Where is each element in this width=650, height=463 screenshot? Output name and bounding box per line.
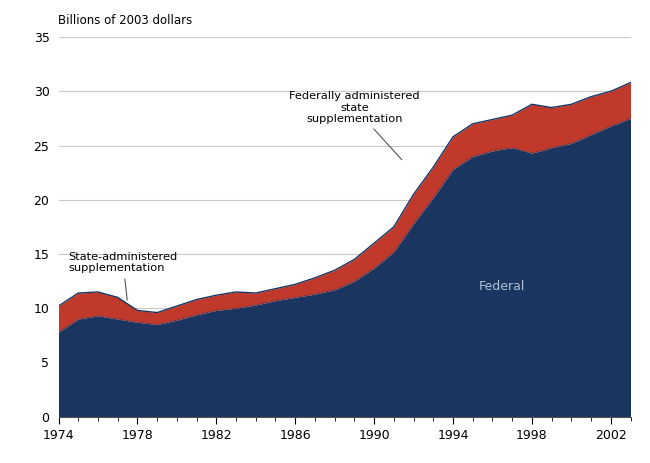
Text: Federal: Federal [479, 280, 525, 293]
Text: State-administered
supplementation: State-administered supplementation [68, 252, 177, 300]
Text: Billions of 2003 dollars: Billions of 2003 dollars [58, 14, 193, 27]
Text: Federally administered
state
supplementation: Federally administered state supplementa… [289, 91, 420, 160]
